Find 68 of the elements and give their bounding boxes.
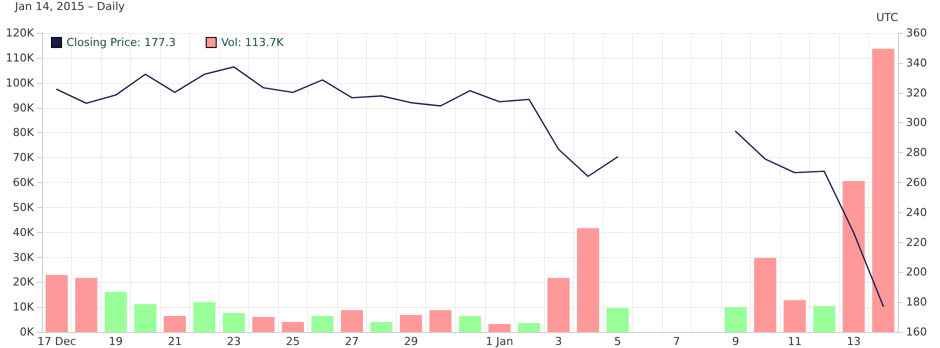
- x-tick-label: 9: [732, 335, 740, 348]
- y-tick-label: 100K: [6, 76, 35, 90]
- bar: [458, 316, 482, 332]
- y2-tick-label: 200: [906, 266, 927, 279]
- bar: [518, 323, 540, 332]
- bar: [724, 307, 747, 332]
- bar: [488, 324, 511, 332]
- bar: [784, 300, 806, 332]
- y2-tick-label: 280: [906, 146, 927, 160]
- bar: [400, 315, 422, 332]
- legend-label: Vol: 113.7K: [221, 36, 284, 49]
- bar: [842, 181, 865, 332]
- x-tick-label: 21: [168, 335, 182, 348]
- x-tick-label: 25: [286, 335, 300, 348]
- bar: [46, 274, 68, 332]
- y-tick-label: 0K: [20, 326, 35, 338]
- x-tick-label: 3: [555, 335, 562, 348]
- y-tick-label: 60K: [12, 176, 35, 189]
- bar: [547, 278, 570, 332]
- bar: [872, 48, 894, 332]
- x-tick-label: 23: [226, 335, 241, 348]
- bar: [164, 316, 186, 332]
- legend-label: Closing Price: 177.3: [66, 36, 176, 49]
- y-tick-label: 120K: [6, 26, 35, 40]
- y-tick-label: 70K: [12, 151, 35, 164]
- y-tick-label: 90K: [12, 101, 35, 114]
- bar: [606, 308, 629, 332]
- y-tick-label: 80K: [12, 126, 35, 140]
- x-tick-label: 27: [344, 335, 359, 348]
- y2-tick-label: 260: [906, 176, 927, 189]
- y2-tick-label: 160: [906, 326, 927, 338]
- x-tick-label: 17 Dec: [37, 335, 76, 348]
- text: UTC: [876, 11, 898, 24]
- y2-tick-label: 300: [906, 116, 927, 130]
- y-tick-label: 30K: [12, 250, 35, 264]
- x-tick-label: 7: [673, 335, 680, 348]
- bar: [134, 304, 156, 332]
- bar: [282, 322, 304, 332]
- y2-tick-label: 340: [906, 56, 927, 70]
- x-tick-label: 1 Jan: [486, 335, 514, 348]
- y2-tick-label: 360: [906, 26, 927, 40]
- bar: [252, 317, 274, 332]
- x-tick-label: 19: [108, 335, 123, 348]
- bar: [577, 228, 600, 332]
- bar: [311, 316, 334, 332]
- y-tick-label: 50K: [12, 200, 35, 214]
- bar: [104, 292, 127, 332]
- y-tick-label: 40K: [12, 226, 35, 239]
- x-tick-label: 5: [614, 335, 622, 348]
- bar: [340, 310, 363, 332]
- y2-tick-label: 180: [906, 296, 927, 309]
- bar: [813, 306, 836, 332]
- bar: [370, 322, 393, 332]
- y-tick-label: 10K: [12, 300, 35, 314]
- bar: [75, 278, 98, 332]
- bar: [754, 258, 776, 332]
- chart-subtitle: Jan 14, 2015 – Daily: [14, 0, 126, 13]
- bar: [429, 310, 452, 332]
- x-tick-label: 29: [404, 335, 418, 348]
- y2-tick-label: 240: [906, 206, 927, 219]
- x-tick-label: 13: [846, 335, 861, 348]
- bar: [193, 302, 216, 332]
- y-tick-label: 110K: [6, 51, 35, 64]
- x-tick-label: 11: [788, 335, 802, 348]
- y2-tick-label: 320: [906, 86, 927, 100]
- y2-tick-label: 220: [906, 236, 927, 249]
- bar: [222, 313, 245, 332]
- y-tick-label: 20K: [12, 276, 35, 289]
